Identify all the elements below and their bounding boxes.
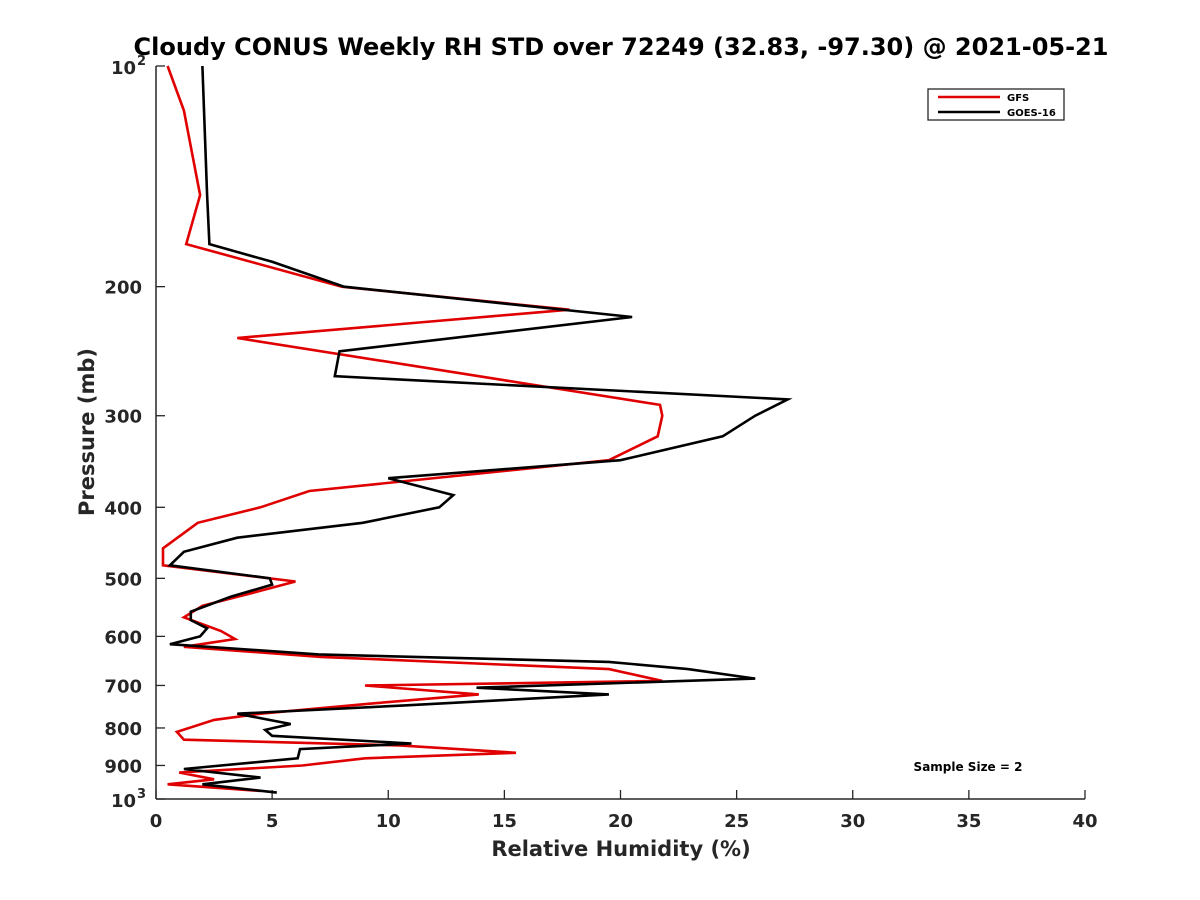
x-tick-label: 30: [840, 811, 865, 832]
y-tick-label: 900: [104, 756, 142, 777]
sample-size-annotation: Sample Size = 2: [914, 760, 1023, 774]
x-tick-label: 25: [724, 811, 749, 832]
chart-title: Cloudy CONUS Weekly RH STD over 72249 (3…: [134, 33, 1109, 61]
series-lines: [161, 65, 793, 794]
y-axis-label: Pressure (mb): [75, 348, 99, 516]
y-tick-exponent: 2: [137, 54, 146, 69]
series-line-goes-16: [167, 65, 793, 794]
x-tick-label: 0: [150, 811, 163, 832]
y-tick-exponent: 3: [137, 787, 146, 802]
y-tick-label: 300: [104, 407, 142, 428]
y-tick-label: 600: [104, 627, 142, 648]
x-tick-label: 20: [608, 811, 633, 832]
series-line-gfs: [161, 65, 664, 793]
x-tick-label: 15: [492, 811, 517, 832]
y-tick-label: 10: [111, 791, 136, 812]
y-tick-label: 400: [104, 498, 142, 519]
legend-box: [927, 88, 1065, 121]
x-tick-label: 40: [1072, 811, 1097, 832]
legend: GFS GOES-16: [927, 88, 1065, 121]
x-tick-label: 5: [266, 811, 279, 832]
y-tick-label: 500: [104, 569, 142, 590]
x-tick-label: 35: [956, 811, 981, 832]
y-tick-label: 700: [104, 676, 142, 697]
x-tick-label: 10: [376, 811, 401, 832]
legend-label: GFS: [1007, 93, 1029, 104]
y-tick-label: 10: [111, 58, 136, 79]
x-axis-label: Relative Humidity (%): [491, 837, 750, 861]
legend-label: GOES-16: [1007, 108, 1056, 119]
y-tick-label: 200: [104, 278, 142, 299]
x-axis-ticks: 0 5 10 15 20 25 30 35 40: [150, 790, 1098, 832]
y-tick-label: 800: [104, 719, 142, 740]
